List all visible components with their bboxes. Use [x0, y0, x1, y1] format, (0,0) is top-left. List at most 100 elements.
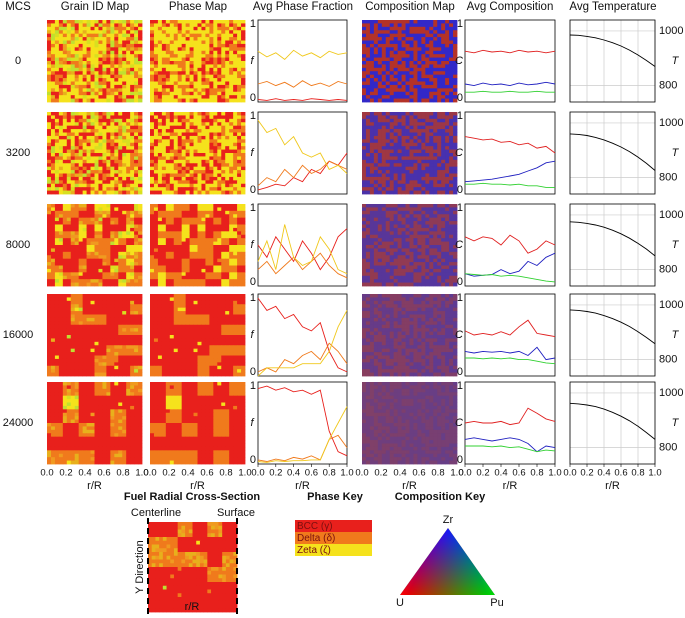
map-cell — [58, 139, 64, 144]
map-cell — [54, 187, 60, 191]
map-cell — [47, 210, 52, 215]
map-cell — [437, 47, 442, 52]
map-cell — [193, 153, 198, 157]
map-cell — [153, 112, 159, 116]
map-cell — [78, 255, 84, 260]
map-cell — [221, 245, 226, 249]
map-cell — [237, 20, 242, 24]
map-cell — [50, 248, 56, 253]
map-cell — [449, 50, 454, 55]
map-cell — [130, 245, 135, 249]
map-cell — [82, 275, 87, 280]
map-cell — [217, 251, 222, 256]
map-cell — [78, 20, 84, 24]
map-cell — [241, 118, 246, 123]
map-cell — [153, 207, 159, 212]
map-cell — [122, 129, 127, 133]
map-cell — [193, 67, 198, 72]
map-cell — [66, 227, 72, 232]
map-cell — [193, 176, 198, 181]
map-cell — [66, 265, 72, 270]
map-cell — [197, 275, 202, 280]
map-cell — [401, 166, 406, 171]
map-cell — [193, 187, 198, 191]
map-cell — [433, 173, 438, 178]
map-cell — [90, 88, 95, 93]
map-cell — [62, 176, 68, 181]
map-cell — [393, 210, 399, 215]
map-cell — [138, 95, 143, 99]
map-cell — [413, 146, 418, 150]
map-cell — [126, 180, 131, 185]
map-cell — [377, 115, 383, 120]
map-cell — [241, 221, 246, 225]
map-cell — [58, 37, 64, 41]
map-cell — [169, 156, 175, 161]
map-cell — [189, 245, 194, 249]
map-cell — [114, 153, 119, 157]
map-cell — [369, 142, 375, 147]
map-cell — [106, 170, 111, 174]
map-cell — [185, 149, 190, 154]
map-cell — [181, 26, 187, 31]
map-cell — [425, 139, 430, 144]
map-cell — [421, 91, 426, 96]
map-cell — [205, 248, 210, 253]
map-cell — [66, 268, 72, 273]
map-cell — [70, 98, 76, 103]
map-cell — [365, 180, 371, 185]
map-cell — [47, 84, 52, 89]
map-cell — [453, 159, 458, 164]
map-cell — [237, 50, 242, 55]
map-cell — [233, 153, 238, 157]
map-cell — [217, 115, 222, 120]
map-cell — [237, 251, 242, 256]
map-cell — [237, 214, 242, 219]
map-cell — [181, 279, 187, 283]
map-cell — [197, 129, 202, 133]
map-cell — [453, 64, 458, 69]
map-cell — [130, 227, 135, 232]
map-cell — [437, 129, 442, 133]
map-cell — [362, 84, 367, 89]
map-cell — [241, 98, 246, 103]
map-cell — [54, 190, 60, 195]
map-cell — [377, 227, 383, 232]
map-cell — [373, 118, 379, 123]
map-cell — [385, 67, 391, 72]
map-cell — [229, 245, 234, 249]
map-cell — [82, 47, 87, 52]
map-cell — [181, 139, 187, 144]
map-cell — [122, 125, 127, 130]
map-cell — [409, 204, 414, 208]
map-cell — [221, 112, 226, 116]
map-cell — [173, 118, 179, 123]
map-cell — [393, 30, 399, 35]
map-cell — [189, 43, 194, 48]
map-cell — [134, 279, 139, 283]
map-cell — [221, 224, 226, 229]
map-cell — [153, 241, 159, 246]
map-cell — [425, 221, 430, 225]
map-cell — [150, 221, 155, 225]
map-cell — [373, 129, 379, 133]
map-cell — [233, 95, 238, 99]
map-cell — [165, 23, 171, 28]
map-cell — [362, 71, 367, 76]
map-cell — [122, 159, 127, 164]
map-cell — [110, 241, 115, 246]
map-cell — [177, 275, 183, 280]
map-cell — [189, 204, 194, 208]
map-cell — [217, 122, 222, 127]
map-cell — [86, 98, 91, 103]
map-cell — [369, 71, 375, 76]
map-cell — [177, 262, 183, 266]
map-cell — [94, 43, 99, 48]
map-cell — [150, 146, 155, 150]
map-cell — [130, 170, 135, 174]
map-cell — [393, 227, 399, 232]
map-cell — [453, 176, 458, 181]
map-cell — [74, 54, 80, 58]
map-cell — [209, 135, 214, 140]
map-cell — [377, 176, 383, 181]
